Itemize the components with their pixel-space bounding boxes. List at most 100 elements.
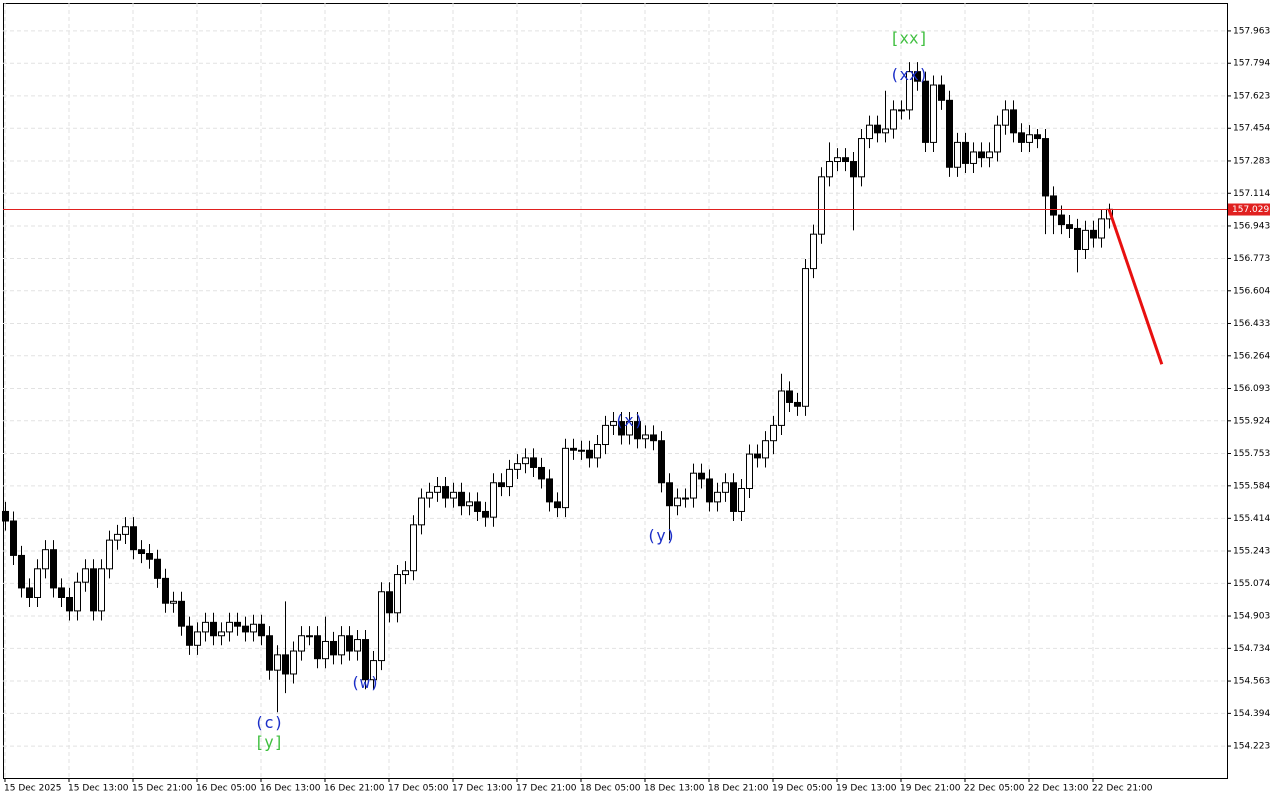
- candle-body: [850, 161, 857, 178]
- candle-body: [114, 533, 121, 541]
- candle-body: [818, 176, 825, 235]
- candle-body: [490, 482, 497, 518]
- y-tick-label: 156.264: [1233, 351, 1270, 361]
- candle-body: [386, 591, 393, 614]
- wave-label: (xx): [890, 65, 929, 84]
- candle-body: [290, 650, 297, 675]
- candle-body: [930, 84, 937, 143]
- y-tick-label: 157.963: [1233, 26, 1270, 36]
- candle-body: [594, 444, 601, 459]
- candle-body: [26, 587, 33, 598]
- candle-body: [586, 449, 593, 459]
- candle-body: [674, 497, 681, 507]
- candle-body: [858, 138, 865, 178]
- candle-body: [154, 558, 161, 579]
- candle-body: [1018, 132, 1025, 143]
- candle-body: [706, 478, 713, 503]
- candle-body: [802, 268, 809, 407]
- x-tick-label: 16 Dec 21:00: [324, 784, 385, 794]
- candle-body: [10, 520, 17, 556]
- candle-body: [434, 486, 441, 493]
- x-tick-label: 18 Dec 21:00: [708, 784, 769, 794]
- candle-body: [714, 491, 721, 503]
- x-tick-label: 19 Dec 05:00: [772, 784, 833, 794]
- wave-label: (x): [615, 411, 644, 430]
- candle-body: [130, 526, 137, 551]
- candle-body: [378, 591, 385, 662]
- wave-label: (w): [351, 673, 380, 692]
- candle-body: [506, 468, 513, 488]
- candle-body: [498, 482, 505, 488]
- candle-body: [42, 549, 49, 570]
- candle-body: [370, 660, 377, 681]
- candle-body: [538, 466, 545, 480]
- candle-body: [882, 128, 889, 134]
- candle-body: [1098, 218, 1105, 239]
- candle-body: [66, 596, 73, 612]
- x-tick-label: 17 Dec 21:00: [516, 784, 577, 794]
- candle-body: [866, 124, 873, 140]
- wave-label: (y): [647, 526, 676, 545]
- candle-body: [1050, 195, 1057, 216]
- candle-body: [970, 151, 977, 164]
- candle-body: [282, 654, 289, 675]
- candle-body: [362, 639, 369, 681]
- wave-label: [y]: [255, 732, 284, 751]
- candle-body: [1082, 229, 1089, 250]
- candle-body: [962, 141, 969, 164]
- candle-body: [642, 434, 649, 440]
- candle-body: [2, 510, 9, 522]
- candle-body: [778, 390, 785, 426]
- candle-body: [466, 501, 473, 507]
- candle-body: [890, 109, 897, 130]
- candle-body: [610, 421, 617, 426]
- y-tick-label: 154.903: [1233, 612, 1270, 622]
- x-tick-label: 19 Dec 21:00: [900, 784, 961, 794]
- candle-body: [18, 554, 25, 589]
- y-tick-label: 155.924: [1233, 416, 1270, 426]
- candle-body: [58, 587, 65, 598]
- candle-body: [1090, 229, 1097, 239]
- candle-body: [810, 233, 817, 270]
- candle-body: [522, 457, 529, 465]
- candle-body: [266, 635, 273, 671]
- candle-body: [250, 623, 257, 633]
- candle-body: [274, 654, 281, 671]
- candle-body: [74, 581, 81, 612]
- candle-body: [426, 491, 433, 499]
- candle-body: [82, 568, 89, 583]
- candle-body: [210, 621, 217, 637]
- y-tick-label: 156.093: [1233, 384, 1270, 394]
- candle-body: [562, 447, 569, 509]
- candle-body: [1010, 109, 1017, 134]
- candle-body: [874, 124, 881, 134]
- candle-body: [1066, 224, 1073, 229]
- y-tick-label: 154.563: [1233, 677, 1270, 687]
- x-tick-label: 18 Dec 13:00: [644, 784, 705, 794]
- candle-body: [354, 639, 361, 652]
- candle-body: [570, 447, 577, 451]
- candle-body: [298, 635, 305, 652]
- candle-body: [458, 491, 465, 507]
- candle-body: [514, 463, 521, 470]
- candle-body: [754, 453, 761, 459]
- candle-body: [474, 501, 481, 512]
- candle-body: [762, 440, 769, 459]
- x-tick-label: 18 Dec 05:00: [580, 784, 641, 794]
- candle-body: [834, 157, 841, 163]
- y-tick-label: 154.734: [1233, 644, 1270, 654]
- candle-body: [194, 631, 201, 646]
- y-tick-label: 154.223: [1233, 742, 1270, 752]
- y-tick-label: 156.604: [1233, 286, 1270, 296]
- candle-body: [634, 421, 641, 440]
- y-tick-label: 157.114: [1233, 189, 1270, 199]
- candle-body: [218, 631, 225, 637]
- y-tick-label: 155.584: [1233, 481, 1270, 491]
- candle-body: [1042, 138, 1049, 197]
- candle-body: [770, 424, 777, 442]
- x-tick-label: 16 Dec 05:00: [196, 784, 257, 794]
- candle-body: [442, 486, 449, 499]
- candle-body: [650, 434, 657, 442]
- candle-body: [658, 440, 665, 484]
